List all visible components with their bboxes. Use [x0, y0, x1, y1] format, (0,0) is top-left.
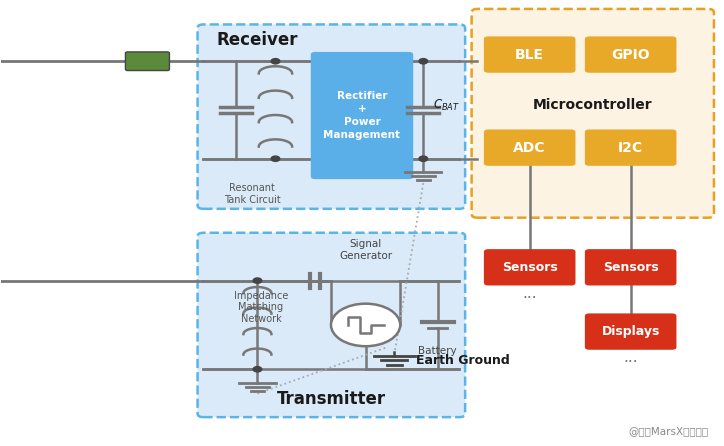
Circle shape [271, 156, 279, 161]
Text: $C_{BAT}$: $C_{BAT}$ [433, 98, 460, 113]
Text: Receiver: Receiver [216, 31, 298, 49]
Text: Sensors: Sensors [502, 261, 557, 274]
Text: Resonant
Tank Circuit: Resonant Tank Circuit [224, 183, 280, 205]
FancyBboxPatch shape [471, 9, 714, 218]
Circle shape [253, 278, 262, 283]
Text: Sensors: Sensors [603, 261, 659, 274]
FancyBboxPatch shape [585, 37, 676, 73]
Text: BLE: BLE [515, 48, 544, 62]
FancyBboxPatch shape [585, 314, 676, 350]
Text: I2C: I2C [618, 140, 643, 155]
FancyBboxPatch shape [198, 25, 465, 209]
Text: ···: ··· [523, 291, 537, 306]
FancyBboxPatch shape [198, 233, 465, 417]
Circle shape [419, 156, 428, 161]
Text: ADC: ADC [513, 140, 546, 155]
Circle shape [331, 304, 400, 346]
Text: Displays: Displays [602, 325, 660, 338]
FancyBboxPatch shape [311, 52, 413, 179]
Text: Impedance
Matching
Network: Impedance Matching Network [234, 291, 288, 324]
FancyBboxPatch shape [585, 129, 676, 166]
FancyBboxPatch shape [484, 37, 576, 73]
Circle shape [419, 58, 428, 64]
Text: Microcontroller: Microcontroller [533, 98, 652, 112]
Text: Transmitter: Transmitter [277, 390, 386, 408]
Circle shape [271, 58, 279, 64]
FancyBboxPatch shape [585, 249, 676, 285]
Circle shape [253, 367, 262, 372]
Text: Earth Ground: Earth Ground [416, 354, 510, 367]
Text: @星火MarsX官方微博: @星火MarsX官方微博 [628, 426, 708, 436]
Text: ···: ··· [623, 355, 638, 370]
FancyBboxPatch shape [125, 52, 169, 70]
FancyBboxPatch shape [484, 129, 576, 166]
Text: Rectifier
+
Power
Management: Rectifier + Power Management [324, 91, 400, 140]
Text: Battery: Battery [418, 346, 457, 355]
Text: GPIO: GPIO [611, 48, 650, 62]
Text: Signal
Generator: Signal Generator [339, 239, 392, 260]
FancyBboxPatch shape [484, 249, 576, 285]
